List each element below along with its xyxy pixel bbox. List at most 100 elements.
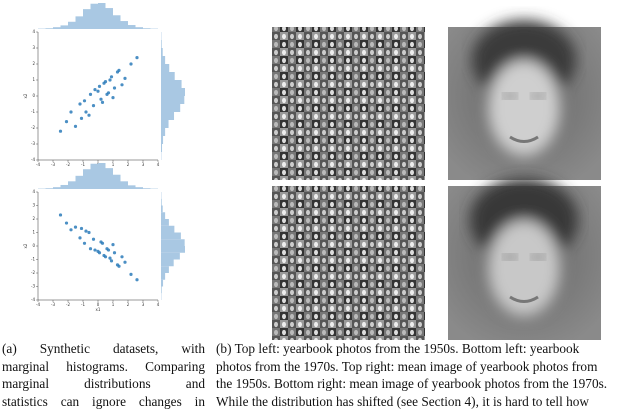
point [108,78,112,82]
y-hist-bar [161,273,166,280]
caption-line: While the distribution has shifted (see … [216,393,589,409]
x-tick-label: -2 [66,162,70,167]
point [58,129,63,133]
point [103,255,108,259]
x-tick-label: -2 [66,302,70,307]
point [73,225,78,229]
y-hist-bar [161,252,180,260]
point [123,260,127,264]
y-tick-label: -2 [31,125,35,130]
point [129,272,133,276]
x-tick-label: -3 [51,302,55,307]
y-hist-bar [161,219,169,226]
x-hist-bar [83,9,91,29]
x-hist-bar [68,181,76,189]
x-hist-bar [75,175,83,189]
point [69,110,73,114]
point [88,92,93,96]
point [78,236,82,240]
point [111,243,115,247]
photo-grid [272,186,425,340]
y-hist-bar [161,112,175,120]
y-hist-bar [161,144,163,152]
point [73,124,78,128]
x-hist-bar [90,3,98,30]
x-tick-label: 2 [127,302,130,307]
y-hist-bar [161,246,185,253]
y-hist-bar [161,88,185,96]
x-tick-label: 2 [127,162,130,167]
y-hist-bar [161,212,166,219]
point [97,84,102,88]
x-hist-bar [143,28,151,29]
caption-line: marginal histograms. Comparing [2,358,205,374]
point [93,248,97,252]
y-tick-label: -3 [31,141,35,146]
caption-line: (a) Synthetic datasets, with [2,341,205,356]
x-tick-label: 3 [142,302,145,307]
point [87,230,91,235]
x-hist-bar [60,25,68,29]
x-hist-bar [75,16,83,29]
y-hist-bar [161,279,164,287]
x-tick-label: -4 [36,302,40,307]
y-tick-label: 2 [32,216,35,221]
y-hist-bar [161,104,181,112]
y-tick-label: -2 [31,270,35,275]
y-tick-label: 0 [32,243,35,248]
x-hist-bar [128,25,136,29]
point [120,83,124,87]
y-axis-label: x2 [23,93,28,98]
y-hist-bar [161,96,185,104]
x-hist-bar [53,187,61,189]
mean-face [448,178,601,340]
point [112,251,117,255]
point [64,120,69,124]
x-tick-label: 4 [157,302,160,307]
photo-grid [272,27,425,180]
point [88,247,93,251]
point [99,97,103,101]
caption-b: (b) Top left: yearbook photos from the 1… [216,340,640,410]
x-tick-label: 1 [112,162,115,167]
x-hist-bar [120,21,128,29]
y-hist-bar [161,120,169,128]
y-tick-label: 2 [32,61,35,66]
x-hist-bar [113,15,121,29]
point [135,278,139,282]
x-hist-bar [98,163,106,189]
y-hist-bar [161,198,162,206]
point [87,113,91,117]
caption-line: photos from the 1970s. Top right: mean i… [216,358,598,374]
x-hist-bar [90,163,98,189]
y-hist-bar [161,259,174,267]
caption-line: statistics can ignore changes in [2,393,205,409]
x-hist-bar [113,174,121,189]
y-tick-label: 1 [32,77,35,82]
y-tick-label: 0 [32,93,35,98]
point [106,91,111,95]
x-hist-bar [105,168,113,189]
x-tick-label: -1 [81,162,85,167]
point [120,255,124,259]
x-hist-bar [143,188,151,189]
point [103,80,108,84]
point [106,248,111,252]
y-tick-label: 3 [32,203,35,208]
point [108,256,112,260]
y-hist-bar [161,128,166,136]
point [69,228,73,232]
y-hist-bar [161,136,164,144]
y-hist-bar [161,56,166,64]
point [93,88,97,92]
y-hist-bar [161,80,182,88]
caption-line: marginal distributions and [2,376,205,391]
x-hist-bar [98,3,106,29]
x-hist-bar [135,27,143,29]
x-hist-bar [45,28,53,29]
point [112,86,117,90]
caption-a: (a) Synthetic datasets, with marginal his… [2,340,205,410]
point [111,96,115,100]
point [135,56,139,60]
